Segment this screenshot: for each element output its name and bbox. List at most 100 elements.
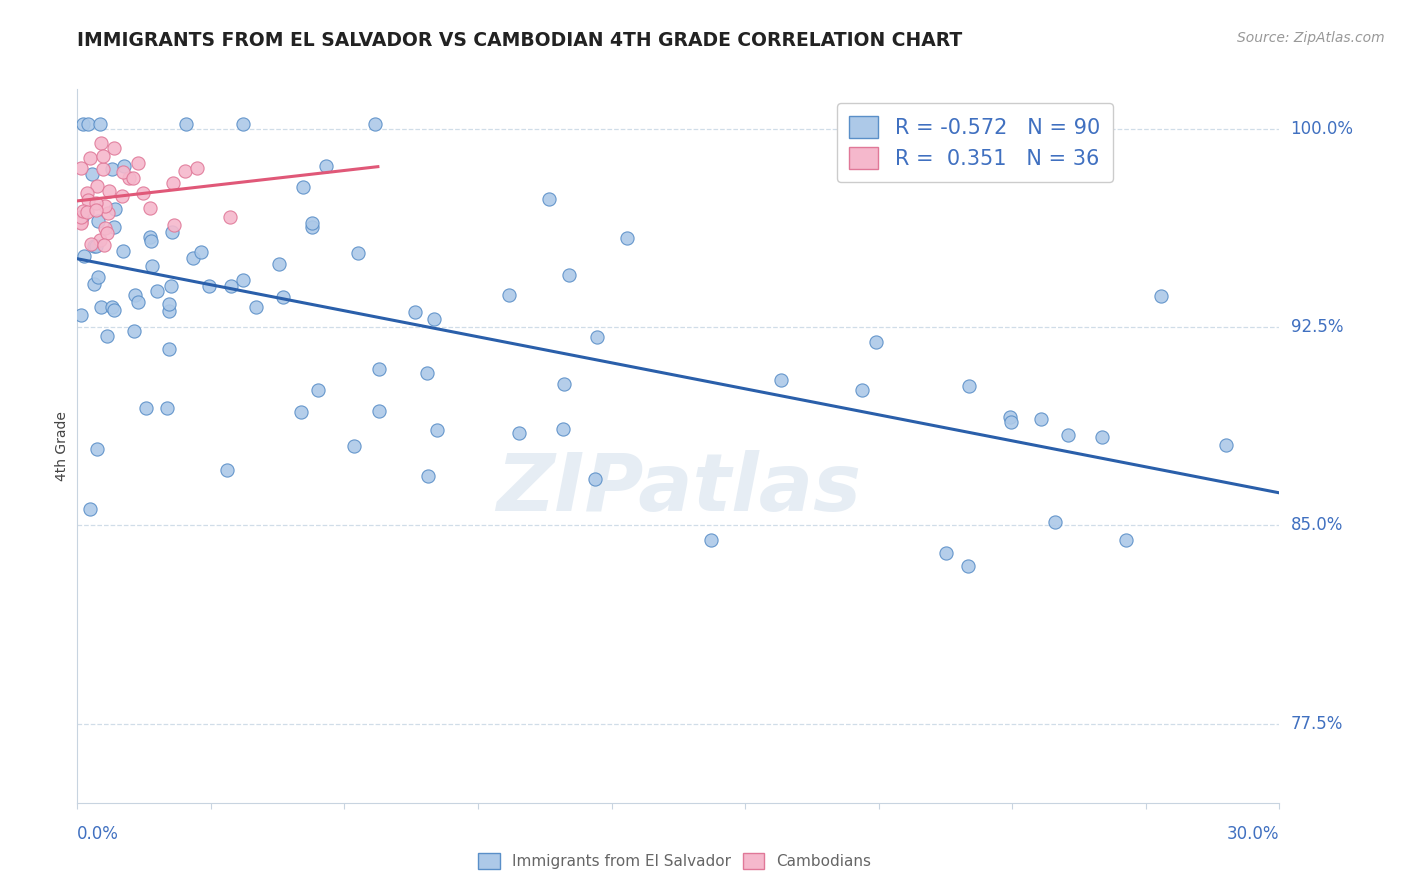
Point: [141, 259, 163, 273]
Point: [91, 161, 114, 176]
Point: [138, 230, 160, 244]
Point: [89, 117, 111, 131]
Point: [215, 462, 238, 476]
Point: [104, 202, 127, 216]
Point: [72, 204, 94, 219]
Point: [770, 373, 793, 387]
Point: [139, 234, 162, 248]
Point: [76, 117, 98, 131]
Point: [956, 559, 979, 574]
Point: [80, 236, 103, 251]
Point: [198, 279, 221, 293]
Point: [91, 149, 114, 163]
Point: [219, 210, 242, 224]
Point: [160, 279, 183, 293]
Point: [1091, 430, 1114, 444]
Point: [232, 117, 254, 131]
Text: 92.5%: 92.5%: [1291, 318, 1343, 336]
Point: [508, 426, 530, 441]
Point: [70, 215, 93, 229]
Text: 0.0%: 0.0%: [77, 825, 120, 843]
Point: [122, 325, 145, 339]
Point: [83, 277, 105, 291]
Point: [111, 189, 134, 203]
Point: [307, 383, 329, 397]
Point: [315, 159, 337, 173]
Point: [90, 136, 112, 151]
Point: [145, 284, 167, 298]
Point: [301, 216, 323, 230]
Point: [157, 296, 180, 310]
Point: [124, 288, 146, 302]
Point: [190, 244, 212, 259]
Point: [162, 218, 184, 232]
Point: [139, 201, 162, 215]
Point: [367, 362, 389, 376]
Point: [1000, 415, 1022, 429]
Point: [72, 117, 94, 131]
Point: [86, 179, 108, 194]
Point: [416, 367, 439, 381]
Point: [112, 160, 135, 174]
Point: [97, 206, 120, 220]
Point: [347, 245, 370, 260]
Point: [73, 249, 96, 263]
Point: [79, 151, 101, 165]
Point: [70, 210, 93, 224]
Point: [86, 269, 108, 284]
Point: [538, 192, 561, 206]
Point: [94, 220, 117, 235]
Point: [1000, 410, 1022, 425]
Point: [160, 225, 183, 239]
Point: [1115, 533, 1137, 547]
Point: [76, 186, 98, 200]
Point: [131, 186, 153, 200]
Point: [343, 439, 366, 453]
Point: [127, 156, 149, 170]
Point: [98, 184, 121, 198]
Text: IMMIGRANTS FROM EL SALVADOR VS CAMBODIAN 4TH GRADE CORRELATION CHART: IMMIGRANTS FROM EL SALVADOR VS CAMBODIAN…: [77, 31, 963, 50]
Point: [86, 442, 108, 457]
Point: [112, 244, 135, 259]
Point: [76, 204, 98, 219]
Point: [70, 210, 93, 224]
Point: [418, 468, 440, 483]
Point: [76, 193, 98, 207]
Point: [553, 377, 575, 392]
Point: [122, 171, 145, 186]
Text: 30.0%: 30.0%: [1227, 825, 1279, 843]
Point: [498, 288, 520, 302]
Text: ZIPatlas: ZIPatlas: [496, 450, 860, 528]
Point: [118, 171, 141, 186]
Point: [616, 231, 638, 245]
Point: [70, 308, 93, 322]
Point: [70, 216, 93, 230]
Point: [267, 257, 290, 271]
Text: 85.0%: 85.0%: [1291, 516, 1343, 534]
Point: [84, 202, 107, 217]
Text: Source: ZipAtlas.com: Source: ZipAtlas.com: [1237, 31, 1385, 45]
Point: [101, 162, 124, 177]
Point: [181, 252, 204, 266]
Point: [851, 383, 873, 397]
Point: [70, 210, 93, 224]
Point: [90, 300, 112, 314]
Point: [103, 141, 125, 155]
Point: [83, 239, 105, 253]
Point: [82, 167, 104, 181]
Point: [1215, 438, 1237, 452]
Point: [135, 401, 157, 416]
Y-axis label: 4th Grade: 4th Grade: [55, 411, 69, 481]
Point: [232, 273, 254, 287]
Point: [173, 163, 195, 178]
Point: [271, 290, 294, 304]
Point: [157, 304, 180, 318]
Point: [127, 295, 149, 310]
Text: 77.5%: 77.5%: [1291, 714, 1343, 732]
Point: [96, 329, 118, 343]
Point: [290, 405, 312, 419]
Point: [291, 179, 314, 194]
Point: [186, 161, 208, 175]
Text: 100.0%: 100.0%: [1291, 120, 1354, 138]
Point: [699, 533, 721, 548]
